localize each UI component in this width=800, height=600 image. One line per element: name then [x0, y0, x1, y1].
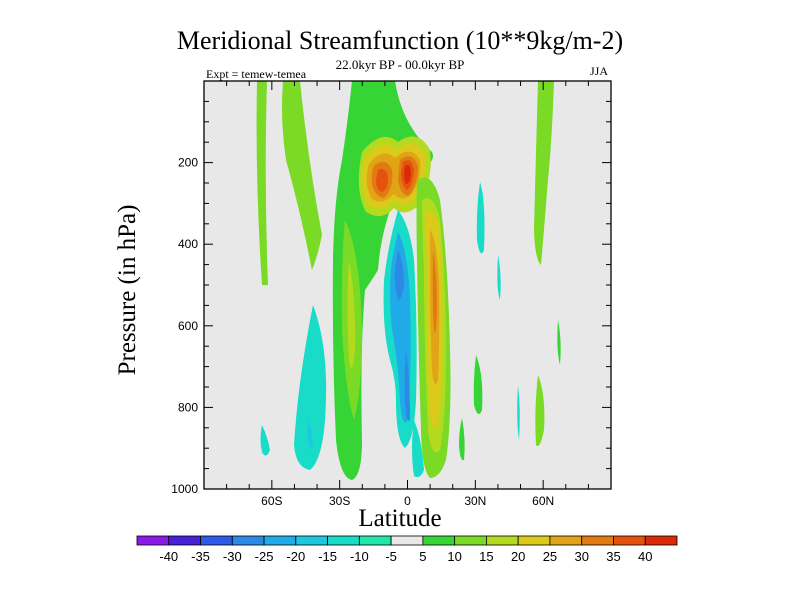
contour-eq-negative-20: [394, 250, 404, 300]
colorbar-swatch: [422, 535, 456, 546]
colorbar-swatch: [263, 535, 297, 546]
colorbar-swatch: [295, 535, 328, 546]
colorbar-label: -10: [350, 549, 369, 564]
y-tick-label: 400: [178, 237, 198, 251]
contour-eq-negative-lower: [412, 420, 424, 478]
contour-nh-midlat-5: [517, 385, 520, 440]
colorbar-label: 15: [479, 549, 493, 564]
x-tick-label: 60N: [532, 494, 554, 508]
contour-nh-tropic-30: [432, 250, 437, 333]
contour-upper-max-west-35: [376, 169, 388, 192]
colorbar-label: -30: [223, 549, 242, 564]
contour-sh-polar-2: [282, 81, 322, 270]
colorbar-label: 35: [606, 549, 620, 564]
colorbar-swatch: [581, 535, 614, 546]
contour-nh-subpolar-1: [534, 81, 554, 265]
colorbar-label: -20: [286, 549, 305, 564]
y-tick-label: 800: [178, 400, 198, 414]
chart-title: Meridional Streamfunction (10**9kg/m-2): [176, 26, 624, 55]
colorbar-swatch: [200, 535, 233, 546]
contour-eq-negative-20b: [404, 350, 410, 421]
contour-sh-polar-1: [256, 81, 268, 285]
contour-upper-max-east-40: [404, 165, 411, 184]
colorbar-swatch: [454, 535, 487, 546]
contour-nh-midlat-3: [459, 418, 465, 461]
contour-field: [256, 81, 561, 480]
contour-sh-midlat-core: [307, 420, 313, 450]
colorbar-label: 25: [543, 549, 557, 564]
contour-nh-subpolar-3: [557, 320, 561, 365]
colorbar-swatch: [327, 535, 360, 546]
colorbar: -40 -35 -30 -25 -20 -15 -10 -5 5 10 15 20 25 30 35 40: [136, 535, 678, 564]
colorbar-swatch: [390, 535, 424, 546]
colorbar-label: 5: [419, 549, 426, 564]
colorbar-swatch: [644, 535, 678, 546]
colorbar-label: 40: [638, 549, 652, 564]
colorbar-swatch: [613, 535, 646, 546]
contour-nh-midlat-4: [497, 255, 501, 300]
y-tick-label: 600: [178, 319, 198, 333]
contour-sh-subtropic-core: [347, 260, 356, 368]
y-tick-label: 200: [178, 156, 198, 170]
colorbar-swatch: [231, 535, 265, 546]
contour-nh-midlat-2: [473, 355, 483, 414]
colorbar-swatch: [168, 535, 201, 546]
y-tick-label: 1000: [171, 482, 198, 496]
colorbar-label: -25: [255, 549, 274, 564]
colorbar-label: 30: [574, 549, 588, 564]
colorbar-swatch: [486, 535, 519, 546]
y-axis: 200 400 600 800 1000: [171, 100, 611, 496]
x-tick-label: 0: [404, 494, 411, 508]
colorbar-label: -35: [191, 549, 210, 564]
chart-subtitle: 22.0kyr BP - 00.0kyr BP: [335, 57, 465, 72]
colorbar-swatch: [517, 535, 551, 546]
contour-sh-midlat-negative: [294, 305, 327, 470]
colorbar-label: -15: [318, 549, 337, 564]
colorbar-label: 20: [511, 549, 525, 564]
contour-sh-polar-3: [260, 425, 270, 456]
experiment-label: Expt = temew-temea: [206, 67, 307, 81]
plot-area: 60S 30S 0 30N 60N 200 400 600 800 1000: [171, 80, 612, 508]
colorbar-label: 10: [447, 549, 461, 564]
x-tick-label: 60S: [261, 494, 282, 508]
contour-nh-midlat-1: [476, 182, 485, 254]
x-axis-label: Latitude: [358, 505, 442, 532]
x-axis: 60S 30S 0 30N 60N: [226, 81, 589, 508]
colorbar-swatch: [358, 535, 392, 546]
colorbar-swatch: [136, 535, 170, 546]
x-tick-label: 30S: [329, 494, 350, 508]
x-tick-label: 30N: [464, 494, 486, 508]
colorbar-label: -40: [159, 549, 178, 564]
contour-nh-subpolar-2: [535, 375, 545, 446]
season-label: JJA: [590, 64, 609, 78]
colorbar-label: -5: [385, 549, 397, 564]
colorbar-swatch: [549, 535, 583, 546]
